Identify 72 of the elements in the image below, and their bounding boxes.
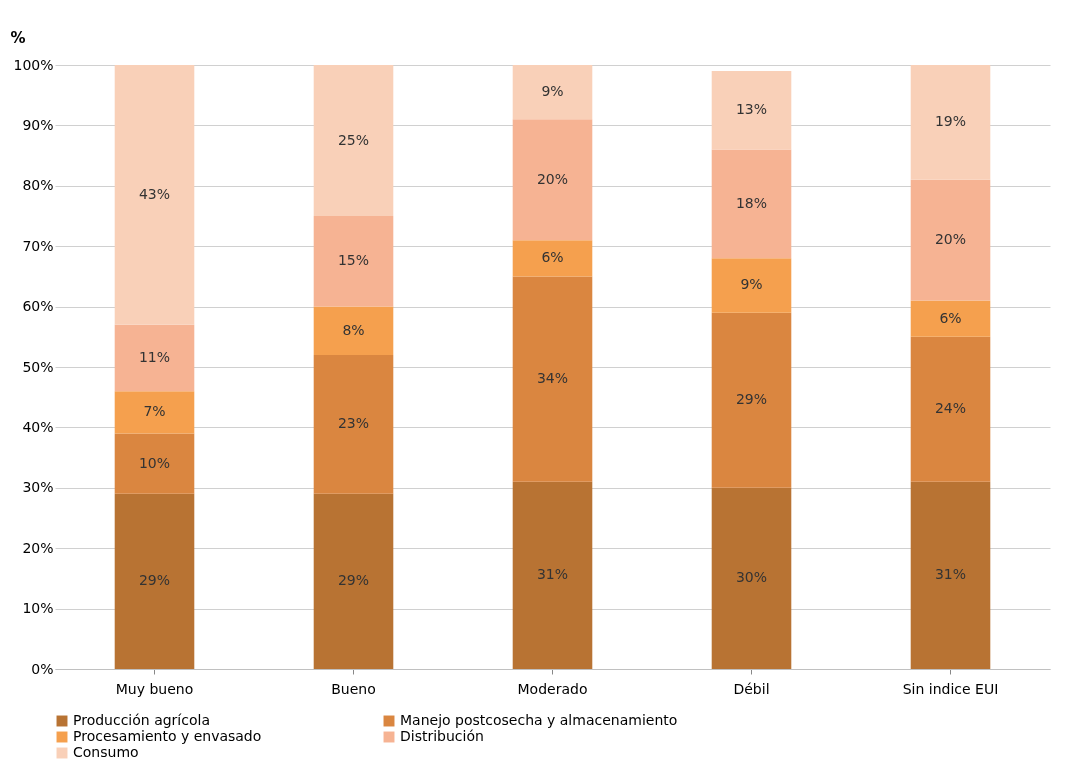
bar bbox=[512, 276, 593, 482]
bar bbox=[910, 336, 991, 482]
data-label: 19% bbox=[934, 113, 967, 130]
data-label: 11% bbox=[138, 348, 171, 365]
y-tick-label: 20% bbox=[22, 539, 54, 556]
bar bbox=[313, 65, 394, 216]
bar bbox=[711, 258, 792, 313]
bar bbox=[114, 493, 195, 669]
bar bbox=[512, 119, 593, 241]
legend-label: Consumo bbox=[73, 744, 139, 760]
legend-label: Procesamiento y envasado bbox=[73, 728, 262, 744]
y-axis-title: % bbox=[10, 28, 26, 47]
legend-label: Producción agrícola bbox=[73, 712, 210, 728]
x-tick-label: Sin indice EUI bbox=[902, 680, 999, 697]
bar bbox=[313, 354, 394, 494]
data-label: 25% bbox=[337, 131, 370, 148]
bar bbox=[313, 493, 394, 669]
data-label: 29% bbox=[337, 572, 370, 589]
data-label: 7% bbox=[143, 403, 166, 420]
data-label: 30% bbox=[735, 569, 768, 586]
legend-label: Distribución bbox=[400, 728, 484, 744]
y-tick-label: 70% bbox=[22, 237, 54, 254]
data-label: 29% bbox=[138, 572, 171, 589]
data-label: 24% bbox=[934, 400, 967, 417]
bar bbox=[512, 240, 593, 277]
data-label: 10% bbox=[138, 454, 171, 471]
data-label: 8% bbox=[342, 321, 365, 338]
bar bbox=[910, 65, 991, 180]
bar bbox=[313, 216, 394, 307]
bar bbox=[512, 481, 593, 669]
data-label: 20% bbox=[934, 231, 967, 248]
bar bbox=[114, 324, 195, 392]
y-tick-label: 50% bbox=[22, 358, 54, 375]
data-label: 15% bbox=[337, 252, 370, 269]
data-label: 43% bbox=[138, 185, 171, 202]
bar bbox=[711, 71, 792, 150]
y-tick-label: 30% bbox=[22, 479, 54, 496]
y-tick-label: 40% bbox=[22, 418, 54, 435]
bar bbox=[910, 481, 991, 669]
bar bbox=[711, 487, 792, 669]
data-label: 23% bbox=[337, 415, 370, 432]
data-label: 31% bbox=[536, 566, 569, 583]
data-label: 31% bbox=[934, 566, 967, 583]
y-tick-label: 10% bbox=[22, 600, 54, 617]
y-tick-label: 60% bbox=[22, 298, 54, 315]
bar bbox=[711, 149, 792, 259]
y-tick-label: 100% bbox=[13, 56, 54, 73]
data-label: 9% bbox=[740, 276, 763, 293]
x-tick-label: Bueno bbox=[331, 680, 376, 697]
x-tick-label: Muy bueno bbox=[115, 680, 194, 697]
bar bbox=[910, 179, 991, 301]
data-label: 6% bbox=[541, 249, 564, 266]
data-label: 20% bbox=[536, 170, 569, 187]
bar bbox=[512, 65, 593, 120]
data-label: 9% bbox=[541, 83, 564, 100]
x-tick-label: Moderado bbox=[517, 680, 588, 697]
y-tick-label: 90% bbox=[22, 116, 54, 133]
bar bbox=[114, 433, 195, 494]
bar bbox=[313, 306, 394, 355]
data-label: 29% bbox=[735, 391, 768, 408]
data-label: 18% bbox=[735, 194, 768, 211]
data-label: 34% bbox=[536, 370, 569, 387]
data-label: 6% bbox=[939, 309, 962, 326]
bar bbox=[114, 391, 195, 434]
bar bbox=[910, 300, 991, 337]
bar bbox=[711, 312, 792, 488]
bar bbox=[114, 65, 195, 325]
y-tick-label: 0% bbox=[31, 660, 54, 677]
legend-label: Manejo postcosecha y almacenamiento bbox=[400, 712, 678, 728]
x-tick-label: Débil bbox=[733, 680, 770, 697]
y-tick-label: 80% bbox=[22, 177, 54, 194]
data-label: 13% bbox=[735, 101, 768, 118]
